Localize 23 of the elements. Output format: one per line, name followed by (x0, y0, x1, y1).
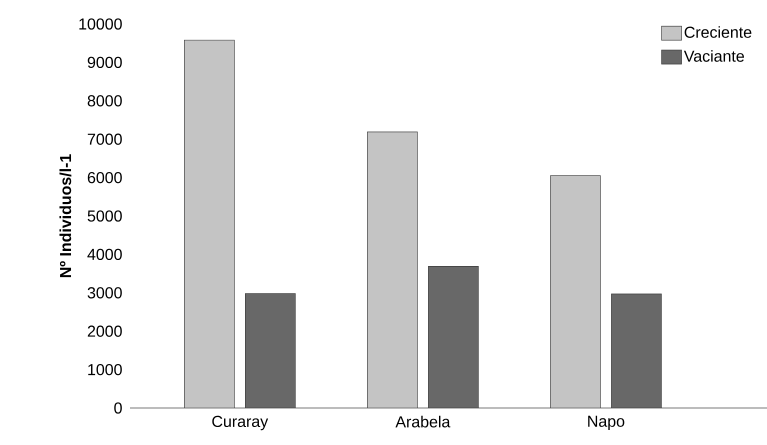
legend-label: Creciente (684, 26, 752, 38)
y-tick-label: 10000 (79, 18, 122, 30)
y-tick-label: 4000 (87, 248, 122, 260)
bar (428, 266, 479, 408)
bar (550, 175, 601, 408)
y-tick-label: 6000 (88, 172, 122, 184)
y-tick-label: 7000 (88, 134, 122, 145)
x-tick-label: Napo (588, 416, 624, 430)
bar (611, 294, 662, 408)
bar (367, 132, 418, 408)
y-tick-label: 1000 (88, 364, 122, 376)
y-tick-label: 9000 (88, 56, 122, 68)
y-tick-label: 8000 (88, 95, 122, 106)
bar (245, 293, 296, 408)
x-tick-label: Arabela (395, 416, 450, 428)
x-tick-label: Curaray (212, 416, 268, 430)
legend-label: Vaciante (684, 50, 744, 62)
y-tick-label: 2000 (88, 326, 122, 337)
y-tick-label: 0 (114, 402, 122, 414)
y-axis-title: Nº Individuos/l-1 (59, 154, 72, 278)
bar (184, 40, 235, 408)
y-tick-label: 5000 (88, 210, 122, 222)
y-tick-label: 3000 (88, 287, 122, 298)
